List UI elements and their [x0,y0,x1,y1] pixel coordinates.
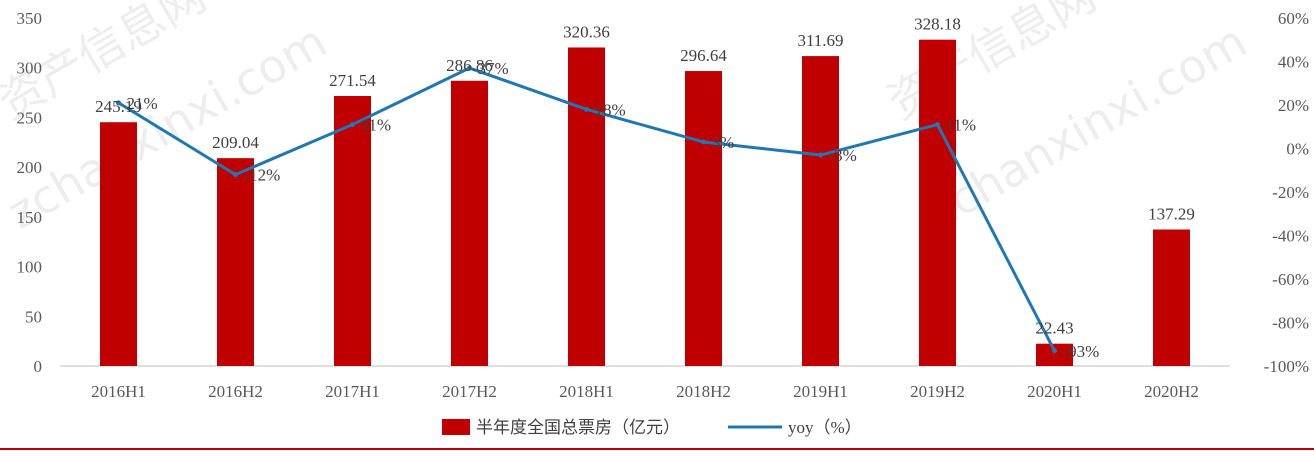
legend-bar-swatch [442,419,470,435]
yoy-value-label: -3% [829,146,857,165]
x-tick-label: 2016H2 [208,382,263,401]
bar-value-label: 311.69 [797,31,843,50]
bar [919,39,956,366]
x-tick-label: 2019H2 [910,382,965,401]
yoy-value-label: 21% [127,94,158,113]
bar [802,56,839,366]
bar-value-label: 245.19 [95,97,142,116]
yoy-point [233,172,238,178]
data-labels: 245.19 209.04 271.54 286.86 320.36 296.64 311.… [95,15,1195,361]
bar-value-label: 209.04 [212,133,259,152]
right-y-tick-label: 40% [1278,53,1309,72]
right-y-tick-label: -100% [1264,357,1309,376]
yoy-point [935,122,940,128]
bar [1036,343,1073,366]
yoy-point [1052,348,1057,354]
x-tick-label: 2018H1 [559,382,614,401]
bar [100,122,137,366]
bar [568,47,605,366]
right-y-tick-label: 0% [1286,140,1309,159]
left-y-tick-label: 100 [17,258,43,277]
right-y-tick-label: 60% [1278,9,1309,28]
right-y-tick-label: 20% [1278,96,1309,115]
bar [1153,229,1190,366]
bar [451,80,488,366]
right-y-tick-label: -60% [1272,270,1309,289]
x-tick-label: 2018H2 [676,382,731,401]
bar-value-label: 271.54 [329,71,376,90]
bar [334,96,371,366]
yoy-point [818,152,823,158]
yoy-value-label: 18% [595,100,626,119]
yoy-value-label: 37% [478,59,509,78]
yoy-value-label: -12% [244,166,281,185]
legend-line-label: yoy（%） [788,418,862,437]
bar [685,71,722,366]
line-series [116,65,1057,354]
yoy-value-label: 11% [946,116,977,135]
left-y-tick-label: 350 [17,9,43,28]
bar [217,158,254,366]
yoy-value-label: 11% [361,116,392,135]
yoy-point [350,122,355,128]
x-tick-label: 2019H1 [793,382,848,401]
yoy-point [584,106,589,112]
axes: 0 50 100 150 200 250 300 350 -100% -80% -60% -40% -2… [0,9,1314,450]
x-tick-label: 2020H1 [1027,382,1082,401]
x-tick-label: 2016H1 [91,382,146,401]
legend: 半年度全国总票房（亿元） yoy（%） [442,418,862,437]
legend-bar-label: 半年度全国总票房（亿元） [476,418,680,437]
left-y-tick-label: 0 [34,357,43,376]
bar-value-label: 320.36 [563,22,610,41]
x-tick-label: 2017H1 [325,382,380,401]
right-y-tick-label: -80% [1272,314,1309,333]
yoy-point [467,65,472,71]
yoy-point [701,139,706,145]
yoy-point [116,100,121,106]
left-y-tick-label: 300 [17,59,43,78]
x-tick-label: 2017H2 [442,382,497,401]
yoy-value-label: -93% [1063,342,1100,361]
left-y-tick-label: 150 [17,208,43,227]
bar-value-label: 328.18 [914,15,961,34]
bar-value-label: 286.86 [446,56,493,75]
bar-value-label: 137.29 [1148,204,1195,223]
bar-value-label: 296.64 [680,46,727,65]
left-y-tick-label: 250 [17,108,43,127]
right-y-tick-label: -40% [1272,227,1309,246]
bar-series [100,39,1190,366]
bar-value-label: 22.43 [1035,319,1073,338]
left-y-tick-label: 50 [25,307,42,326]
yoy-value-label: 3% [712,133,735,152]
right-y-tick-label: -20% [1272,183,1309,202]
left-y-tick-label: 200 [17,158,43,177]
x-tick-label: 2020H2 [1144,382,1199,401]
